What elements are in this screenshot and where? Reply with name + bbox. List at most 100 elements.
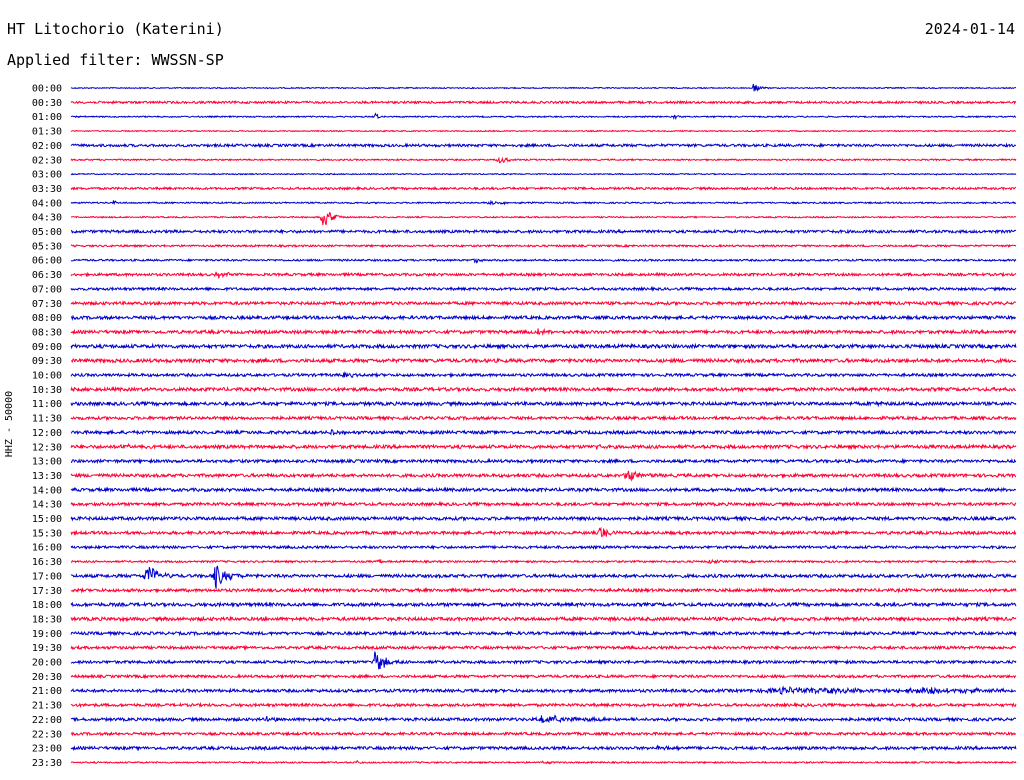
trace-line <box>70 601 1017 609</box>
time-label: 11:30 <box>32 414 62 425</box>
time-label: 22:00 <box>32 715 62 726</box>
trace-line <box>71 558 1017 565</box>
time-label: 10:30 <box>32 385 62 396</box>
trace-line <box>70 630 1017 637</box>
time-label: 14:30 <box>32 500 62 511</box>
time-label: 09:30 <box>32 356 62 367</box>
station-title: HT Litochorio (Katerini) <box>7 20 224 38</box>
time-label: 02:30 <box>32 155 62 166</box>
time-label: 00:30 <box>32 98 62 109</box>
time-label: 01:30 <box>32 127 62 138</box>
filter-label: Applied filter: WWSSN-SP <box>7 51 224 69</box>
trace-line <box>70 428 1017 436</box>
trace-line <box>70 759 1017 765</box>
time-label: 12:00 <box>32 428 62 439</box>
time-label: 19:30 <box>32 643 62 654</box>
trace-line <box>70 156 1017 164</box>
trace-line <box>70 470 1017 482</box>
trace-line <box>70 651 1017 670</box>
time-label: 08:30 <box>32 327 62 338</box>
trace-line <box>70 730 1017 737</box>
time-label: 20:00 <box>32 658 62 669</box>
time-label: 07:00 <box>32 284 62 295</box>
trace-line <box>70 258 1017 264</box>
trace-line <box>70 586 1017 594</box>
trace-line <box>70 228 1017 235</box>
time-label: 07:30 <box>32 299 62 310</box>
trace-line <box>70 644 1017 651</box>
trace-line <box>70 685 1017 696</box>
time-label: 17:30 <box>32 586 62 597</box>
time-label: 05:00 <box>32 227 62 238</box>
trace-line <box>70 314 1017 322</box>
trace-line <box>70 526 1017 537</box>
time-label: 09:00 <box>32 342 62 353</box>
time-label: 18:30 <box>32 614 62 625</box>
time-label: 17:00 <box>32 571 62 582</box>
trace-line <box>70 299 1017 307</box>
trace-line <box>70 714 1017 724</box>
time-label: 20:30 <box>32 672 62 683</box>
trace-line <box>70 243 1017 249</box>
time-label: 18:00 <box>32 600 62 611</box>
trace-line <box>70 414 1017 422</box>
time-label: 15:00 <box>32 514 62 525</box>
trace-line <box>70 172 1017 176</box>
time-label: 04:00 <box>32 198 62 209</box>
time-label: 10:00 <box>32 371 62 382</box>
time-label: 03:30 <box>32 184 62 195</box>
trace-line <box>70 285 1017 292</box>
trace-line <box>70 327 1017 337</box>
trace-line <box>70 357 1017 365</box>
trace-line <box>70 514 1017 523</box>
trace-line <box>70 744 1017 752</box>
time-label: 13:00 <box>32 457 62 468</box>
time-label: 11:00 <box>32 399 62 410</box>
time-label: 08:00 <box>32 313 62 324</box>
time-label: 16:00 <box>32 543 62 554</box>
trace-line <box>70 142 1017 149</box>
time-label: 06:00 <box>32 256 62 267</box>
time-label: 15:30 <box>32 528 62 539</box>
trace-line <box>70 83 1017 92</box>
time-label: 03:00 <box>32 170 62 181</box>
trace-line <box>70 385 1017 393</box>
trace-line <box>70 565 1017 589</box>
time-label: 06:30 <box>32 270 62 281</box>
time-label: 12:30 <box>32 442 62 453</box>
trace-line <box>70 701 1017 709</box>
trace-line <box>70 544 1016 551</box>
trace-line <box>70 370 1017 379</box>
trace-line <box>70 211 1017 226</box>
trace-line <box>70 400 1017 408</box>
trace-line <box>70 457 1017 465</box>
time-label: 19:00 <box>32 629 62 640</box>
time-label: 13:30 <box>32 471 62 482</box>
time-label: 00:00 <box>32 84 62 95</box>
trace-line <box>70 271 1017 279</box>
time-label: 14:00 <box>32 485 62 496</box>
trace-line <box>70 486 1016 494</box>
time-label: 22:30 <box>32 729 62 740</box>
time-label: 02:00 <box>32 141 62 152</box>
trace-line <box>70 129 1017 133</box>
time-label: 01:00 <box>32 112 62 123</box>
channel-axis-label: HHZ - 50000 <box>4 390 15 458</box>
date-label: 2024-01-14 <box>924 20 1015 38</box>
trace-line <box>70 99 1017 105</box>
time-label: 05:30 <box>32 241 62 252</box>
trace-line <box>70 500 1017 508</box>
trace-line <box>70 342 1017 350</box>
time-label: 21:00 <box>32 686 62 697</box>
time-label: 23:00 <box>32 744 62 755</box>
trace-line <box>70 615 1017 623</box>
trace-line <box>70 199 1017 206</box>
time-label: 23:30 <box>32 758 62 769</box>
trace-line <box>70 185 1017 192</box>
trace-line <box>70 442 1017 451</box>
trace-line <box>70 112 1017 121</box>
trace-line <box>70 673 1016 680</box>
time-label: 04:30 <box>32 213 62 224</box>
time-label: 16:30 <box>32 557 62 568</box>
